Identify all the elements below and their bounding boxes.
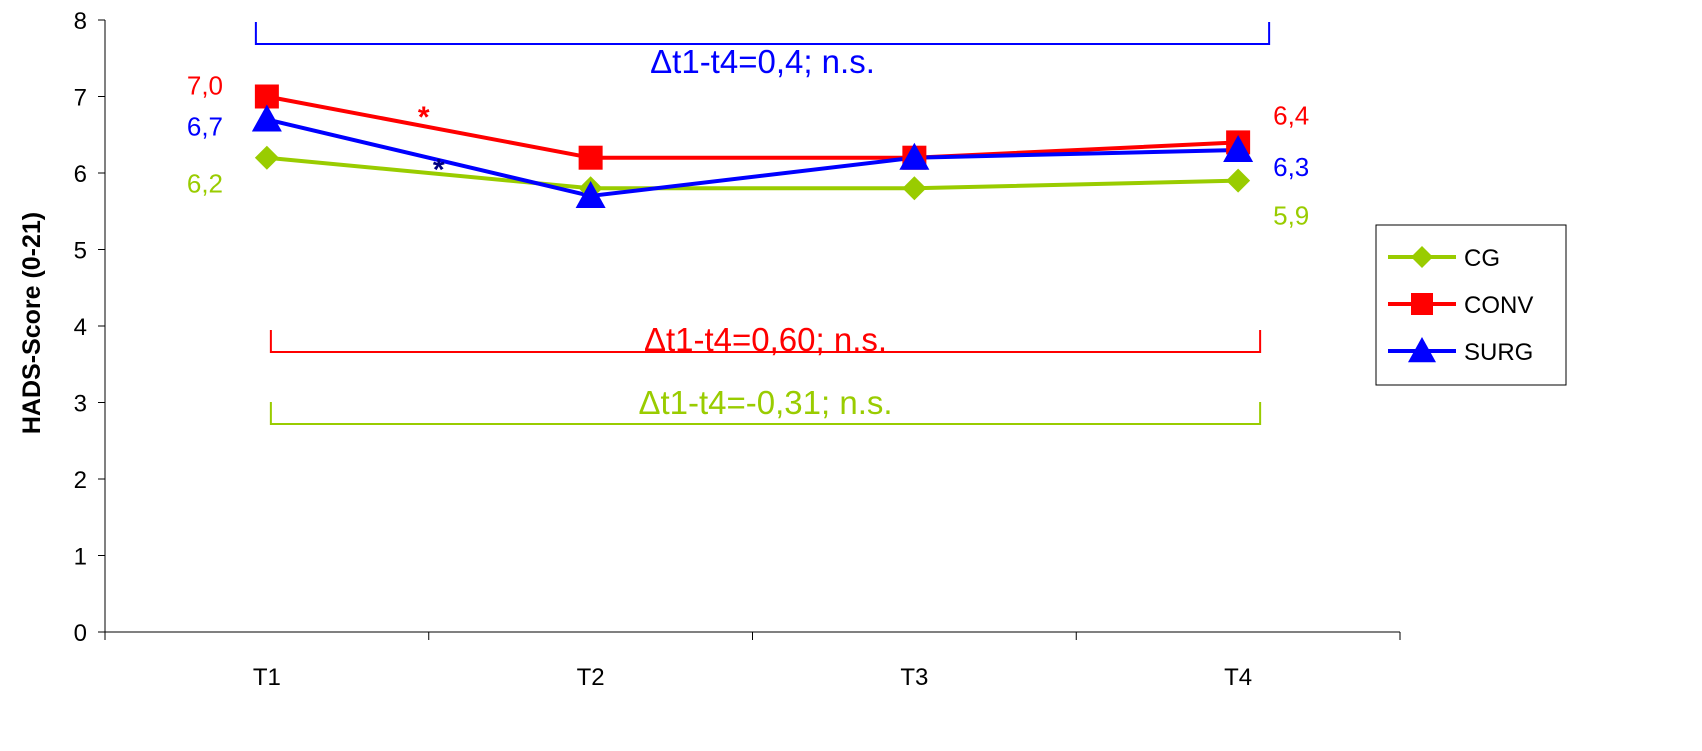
- y-tick-label: 3: [74, 391, 87, 418]
- data-label: 6,4: [1273, 100, 1309, 130]
- data-labels: 7,0 6,7 6,2 6,4 6,3 5,9: [187, 71, 1309, 231]
- marker-surg: [899, 142, 930, 170]
- marker-surg: [251, 104, 282, 132]
- y-tick-label: 2: [74, 467, 87, 494]
- series-line-conv: [266, 94, 1239, 160]
- marker-cg: [1226, 168, 1251, 193]
- x-tick-label: T2: [577, 664, 605, 691]
- y-tick-label: 5: [74, 238, 87, 265]
- y-tick-label: 1: [74, 544, 87, 571]
- legend-marker-surg: [1408, 337, 1436, 363]
- series-line-cg: [266, 155, 1239, 191]
- legend-label-conv: CONV: [1464, 292, 1533, 319]
- annotation-text: Δt1-t4=0,60; n.s.: [644, 321, 887, 358]
- marker-cg: [902, 176, 927, 201]
- x-tick-label: T4: [1224, 664, 1252, 691]
- y-tick-label: 8: [74, 8, 87, 35]
- data-label: 6,3: [1273, 152, 1309, 182]
- significance-marker: *: [418, 101, 430, 134]
- annotations: Δt1-t4=0,4; n.s. Δt1-t4=0,60; n.s. Δt1-t4=…: [254, 22, 1271, 425]
- x-tick-label: T1: [253, 664, 281, 691]
- y-axis-label: HADS-Score (0-21): [18, 212, 46, 434]
- data-label: 6,7: [187, 111, 223, 141]
- annotation-bracket: [269, 330, 1262, 353]
- axes: 0 1 2 3 4 5 6 7 8 T1 T2 T3 T4: [74, 8, 1401, 691]
- marker-conv: [578, 145, 603, 170]
- significance-marker: *: [433, 154, 445, 187]
- annotation-text: Δt1-t4=-0,31; n.s.: [638, 384, 892, 421]
- data-label: 5,9: [1273, 201, 1309, 231]
- series-line-surg: [266, 117, 1239, 198]
- y-tick-label: 0: [74, 620, 87, 647]
- y-tick-label: 4: [74, 314, 87, 341]
- x-tick-label: T3: [900, 664, 928, 691]
- marker-cg: [254, 145, 279, 170]
- marker-surg: [1223, 135, 1254, 163]
- annotation-bracket: [254, 22, 1271, 45]
- legend-marker-cg: [1411, 246, 1433, 268]
- marker-surg: [575, 180, 606, 208]
- data-label: 6,2: [187, 169, 223, 199]
- annotation-text: Δt1-t4=0,4; n.s.: [650, 43, 875, 80]
- annotation-bracket: [269, 402, 1262, 425]
- y-tick-label: 6: [74, 161, 87, 188]
- data-label: 7,0: [187, 71, 223, 101]
- legend-label-surg: SURG: [1464, 339, 1533, 366]
- legend-label-cg: CG: [1464, 245, 1500, 272]
- legend-marker-conv: [1411, 293, 1433, 315]
- legend: CG CONV SURG: [1375, 224, 1567, 386]
- series-layer: **: [251, 84, 1254, 208]
- y-tick-label: 7: [74, 85, 87, 112]
